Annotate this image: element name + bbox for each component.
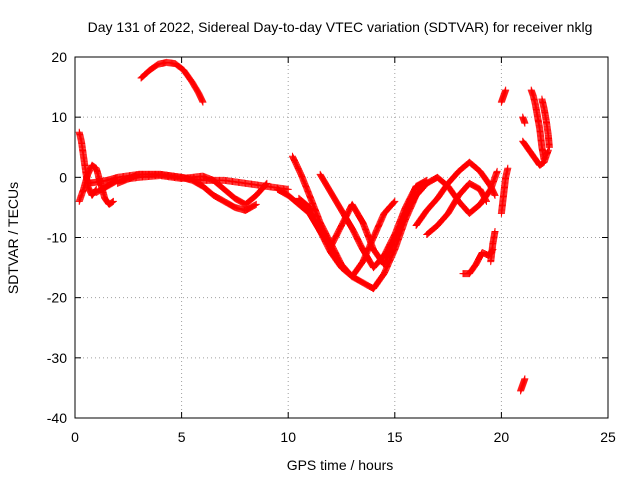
x-tick-label: 10 (280, 429, 296, 445)
data-point (261, 181, 269, 189)
series-arc-late-a (401, 167, 501, 217)
x-tick-label: 25 (600, 429, 616, 445)
data-point (482, 196, 490, 204)
series-arc-late-h (517, 375, 529, 395)
data-point (389, 199, 397, 207)
series-arc-late-f (497, 164, 512, 217)
x-tick-label: 20 (494, 429, 510, 445)
data-point (504, 164, 512, 172)
series-arc-late-l (538, 95, 553, 151)
y-tick-label: -40 (47, 410, 67, 426)
y-tick-label: 10 (51, 109, 67, 125)
x-axis-label: GPS time / hours (287, 457, 394, 473)
data-point (109, 198, 117, 206)
data-point (263, 179, 271, 187)
chart-title: Day 131 of 2022, Sidereal Day-to-day VTE… (88, 19, 593, 35)
data-point (493, 167, 501, 175)
data-point (391, 197, 399, 205)
y-tick-label: -30 (47, 350, 67, 366)
y-tick-label: -20 (47, 290, 67, 306)
series-arc-late-b (412, 158, 499, 229)
x-tick-label: 0 (71, 429, 79, 445)
series-arc-top (137, 58, 207, 106)
x-tick-label: 15 (387, 429, 403, 445)
data-point (108, 199, 116, 207)
data-point (390, 198, 398, 206)
series-arc-early-a (75, 128, 100, 199)
data-point (199, 98, 207, 106)
series-arc-late-i (519, 113, 529, 127)
series-arc-mid-d (316, 170, 431, 272)
data-point (521, 375, 529, 383)
y-tick-label: 20 (51, 49, 67, 65)
plot-frame (74, 56, 609, 419)
x-tick-label: 5 (178, 429, 186, 445)
data-point (482, 197, 490, 205)
data-point (109, 197, 117, 205)
data-point (262, 180, 270, 188)
data-point (251, 201, 259, 209)
series-arc-late-d (459, 246, 497, 278)
data-point (545, 143, 553, 151)
series-arc-late-k (527, 86, 548, 163)
data-point (540, 155, 548, 163)
series-arc-late-c (423, 179, 490, 238)
data-point (491, 191, 499, 199)
series-arc-late-g (497, 86, 510, 106)
y-tick-label: 0 (59, 169, 67, 185)
axis-ticks: 0 5 10 15 20 25 -40 -30 -20 -10 0 10 20 (47, 49, 616, 445)
data-point (284, 185, 292, 193)
data-point (521, 119, 529, 127)
data-point (252, 200, 260, 208)
data-points (75, 58, 553, 395)
series-arc-flat-c (114, 170, 260, 214)
y-axis-label: SDTVAR / TECUs (5, 182, 21, 294)
series-arc-late-e (487, 227, 499, 266)
data-point (491, 227, 499, 235)
y-tick-label: -10 (47, 230, 67, 246)
grid-lines (75, 57, 608, 418)
data-point (502, 86, 510, 94)
